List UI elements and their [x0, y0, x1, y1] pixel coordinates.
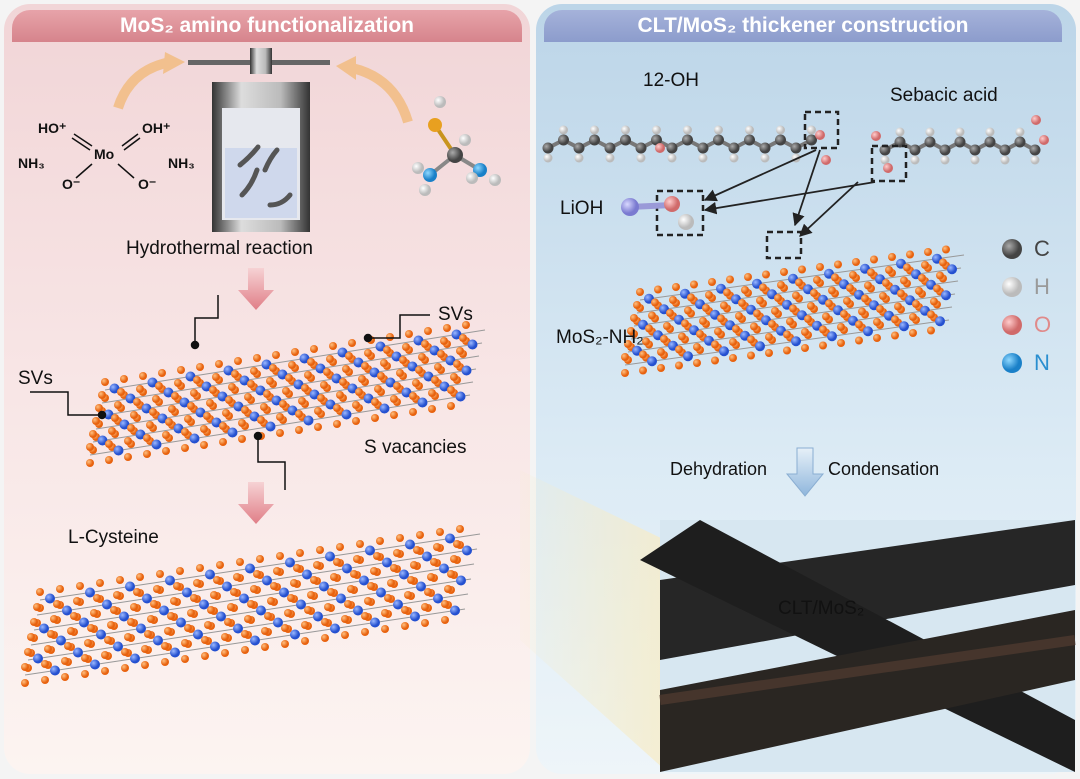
- curved-arrow-left: [113, 57, 172, 110]
- hydrothermal-reaction-label: Hydrothermal reaction: [126, 238, 313, 259]
- cysteine-molecule: [412, 96, 501, 196]
- legend-label: H: [1034, 274, 1050, 299]
- mos2-nh2-label: MoS₂-NH₂: [556, 327, 644, 348]
- reaction-site-boxes: [655, 110, 908, 260]
- legend-item-h: H: [1000, 268, 1051, 306]
- sebacic-acid-label: Sebacic acid: [890, 85, 998, 106]
- oh-plus-label: OH⁺: [142, 120, 171, 136]
- mos2-lattice-cysteine: [21, 525, 481, 687]
- dehydration-label: Dehydration: [670, 459, 768, 479]
- o-minus-right-label: O⁻: [138, 176, 157, 192]
- mos2-nh2-lattice: [621, 245, 965, 377]
- atom-c-icon: [1002, 239, 1022, 259]
- sebacic-acid-molecule: [871, 115, 1049, 173]
- nh3-left-label: NH₃: [18, 155, 45, 171]
- svs-left-label: SVs: [18, 368, 53, 389]
- left-panel-title: MoS₂ amino functionalization: [12, 10, 522, 42]
- clt-mos2-fibers: [640, 520, 1076, 772]
- condensation-label: Condensation: [828, 459, 940, 479]
- nh3-right-label: NH₃: [168, 155, 195, 171]
- 12-oh-label: 12-OH: [643, 70, 699, 91]
- svs-top-label: SVs: [438, 304, 473, 325]
- legend-label: C: [1034, 236, 1050, 261]
- legend-label: N: [1034, 350, 1050, 375]
- lioh-label: LiOH: [560, 198, 604, 219]
- o-minus-left-label: O⁻: [62, 176, 81, 192]
- hydrothermal-autoclave: [188, 48, 330, 232]
- l-cysteine-label: L-Cysteine: [68, 527, 159, 548]
- ho-plus-label: HO⁺: [38, 120, 67, 136]
- mos2-lattice-sv: [86, 321, 486, 467]
- curved-arrow-right: [350, 63, 413, 124]
- legend-label: O: [1034, 312, 1052, 337]
- down-arrow-3: [785, 447, 825, 497]
- atom-o-icon: [1002, 315, 1022, 335]
- down-arrow-1: [238, 268, 274, 310]
- legend-item-c: C: [1000, 230, 1051, 268]
- s-vacancies-label: S vacancies: [364, 437, 467, 458]
- sv-leader-lines: [30, 295, 430, 490]
- legend-item-n: N: [1000, 344, 1051, 382]
- atom-h-icon: [1002, 277, 1022, 297]
- mo-label: Mo: [94, 146, 115, 162]
- down-arrow-2: [238, 482, 274, 524]
- clt-mos2-label: CLT/MoS₂: [778, 598, 865, 619]
- atom-n-icon: [1002, 353, 1022, 373]
- reaction-arrows: [703, 149, 876, 237]
- 12-hydroxystearic-acid-molecule: [542, 125, 831, 165]
- lioh-molecule: [621, 196, 694, 230]
- right-panel-title: CLT/MoS₂ thickener construction: [544, 10, 1062, 42]
- legend-item-o: O: [1000, 306, 1051, 344]
